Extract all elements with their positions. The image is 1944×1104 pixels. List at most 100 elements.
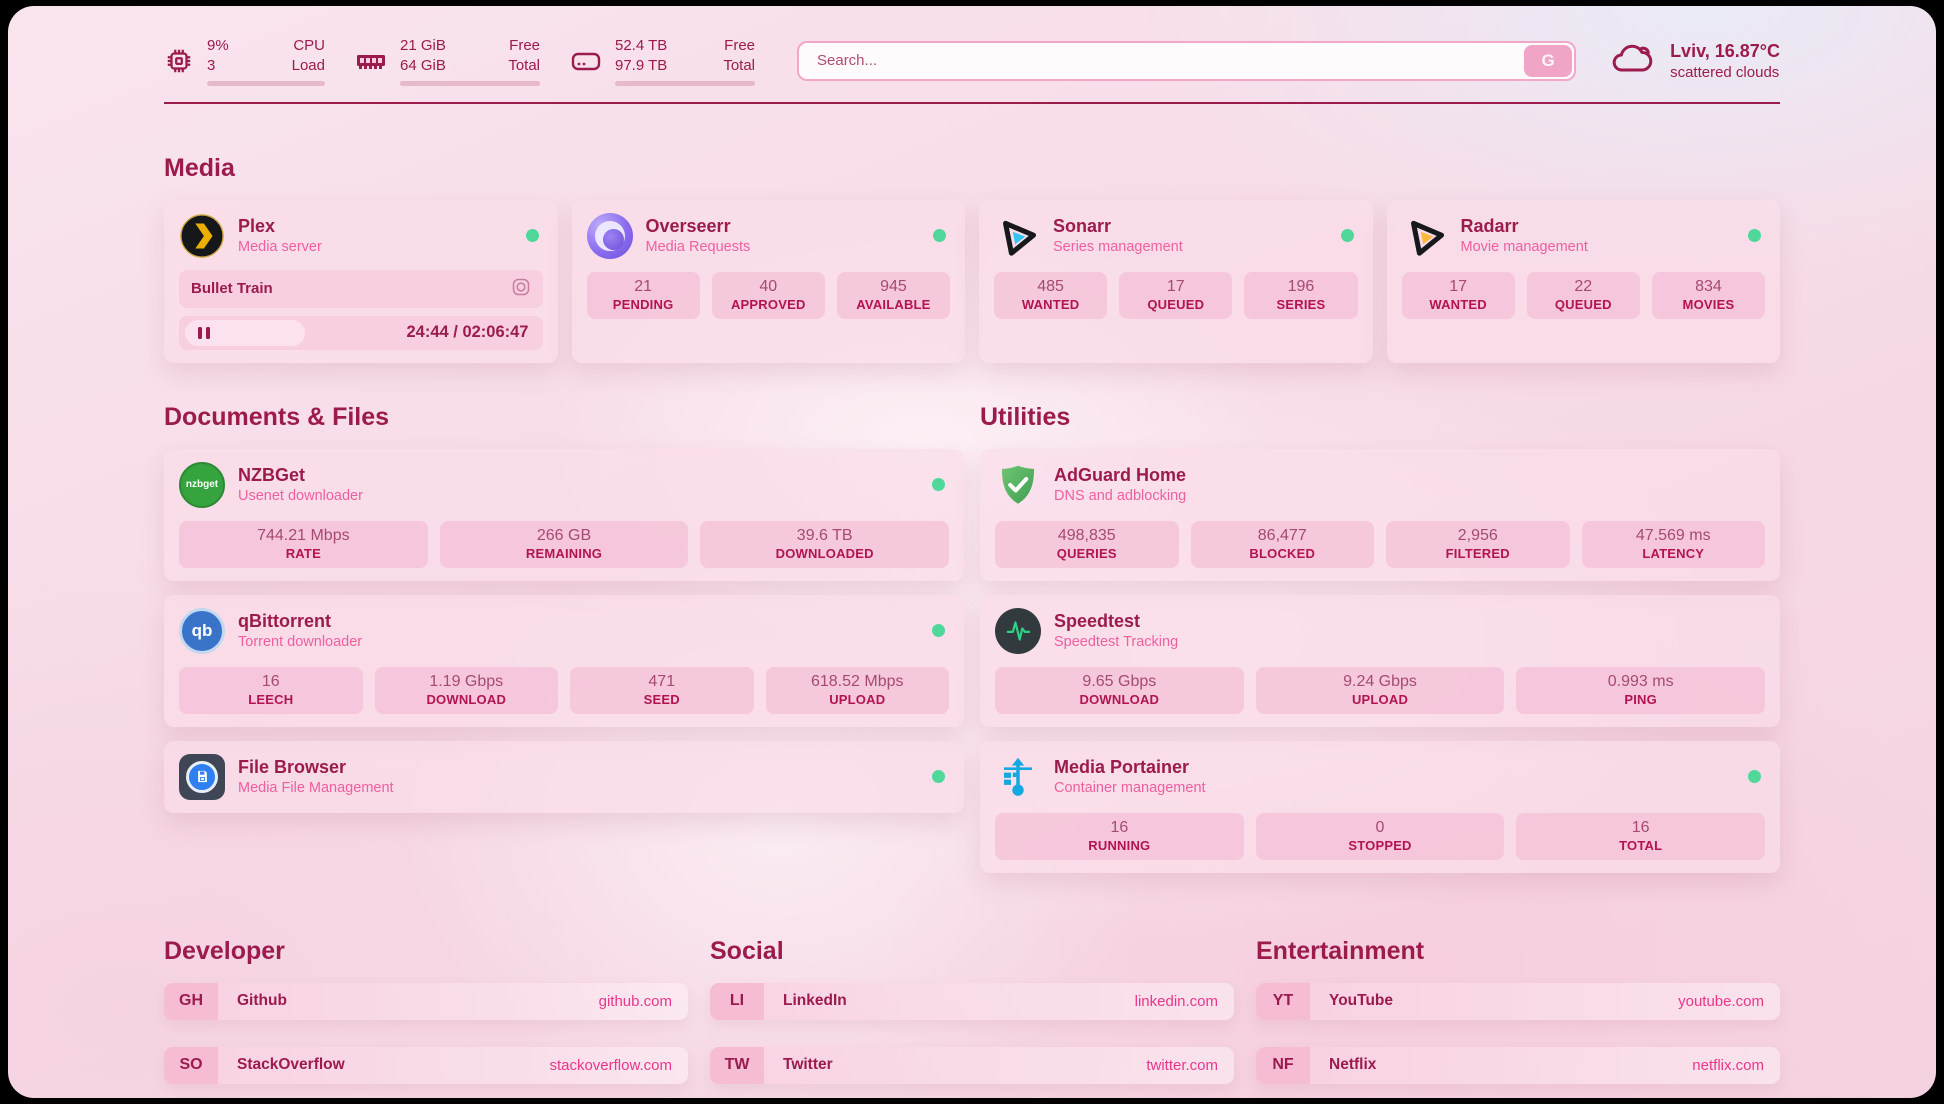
- stat-available: 945 AVAILABLE: [836, 271, 951, 319]
- stat-movies: 834 MOVIES: [1651, 271, 1766, 319]
- documents-cards: nzbget NZBGet Usenet downloader 744.21 M…: [164, 448, 964, 813]
- portainer-text: Media Portainer Container management: [1054, 757, 1206, 796]
- qbittorrent-stats: 16 LEECH 1.19 Gbps DOWNLOAD 471 SEED: [179, 666, 949, 714]
- link-url: netflix.com: [1692, 1056, 1764, 1074]
- stat-label: FILTERED: [1445, 545, 1510, 561]
- link-stackoverflow[interactable]: SO StackOverflow stackoverflow.com: [164, 1046, 688, 1084]
- link-netflix[interactable]: NF Netflix netflix.com: [1256, 1046, 1780, 1084]
- pause-button[interactable]: [185, 319, 305, 346]
- radarr-desc: Movie management: [1460, 239, 1588, 256]
- cpu-widget: 9% 3 CPU Load: [164, 36, 325, 86]
- filebrowser-desc: Media File Management: [238, 780, 394, 797]
- stat-label: REMAINING: [525, 545, 603, 561]
- disk-label-bottom: Total: [723, 56, 755, 74]
- radarr-name: Radarr: [1460, 216, 1519, 237]
- stat-value: 40: [759, 277, 778, 295]
- card-plex[interactable]: Plex Media server Bullet Train: [164, 199, 558, 363]
- search-input[interactable]: [797, 40, 1577, 81]
- developer-links: GH Github github.com SO StackOverflow st…: [164, 982, 688, 1098]
- stat-value: 9.24 Gbps: [1343, 672, 1417, 690]
- link-abbr: TW: [710, 1046, 764, 1084]
- section-title-social: Social: [710, 936, 784, 965]
- stat-label: PENDING: [612, 296, 674, 312]
- weather-text: Lviv, 16.87°C scattered clouds: [1670, 41, 1780, 81]
- ram-widget-body: 21 GiB 64 GiB Free Total: [400, 36, 540, 86]
- ram-label-bottom: Total: [508, 56, 540, 74]
- radarr-header: Radarr Movie management: [1402, 213, 1766, 259]
- speedtest-name: Speedtest: [1054, 611, 1141, 632]
- filebrowser-text: File Browser Media File Management: [238, 757, 394, 796]
- speedtest-desc: Speedtest Tracking: [1054, 634, 1179, 651]
- card-sonarr[interactable]: Sonarr Series management 485 WANTED 17 Q…: [979, 199, 1373, 363]
- disk-widget: 52.4 TB 97.9 TB Free Total: [570, 36, 755, 86]
- card-adguard[interactable]: AdGuard Home DNS and adblocking 498,835 …: [980, 448, 1780, 581]
- stat-value: 0: [1375, 818, 1385, 836]
- link-linkedin[interactable]: LI LinkedIn linkedin.com: [710, 982, 1234, 1020]
- overseerr-icon: [586, 212, 633, 259]
- adguard-icon: [995, 462, 1041, 508]
- plex-now-playing-title: Bullet Train: [191, 280, 273, 298]
- now-playing-icon: [511, 277, 531, 301]
- link-github[interactable]: GH Github github.com: [164, 982, 688, 1020]
- stat-label: TOTAL: [1619, 837, 1663, 853]
- section-title-utilities: Utilities: [980, 402, 1071, 431]
- cpu-labels: CPU Load: [292, 36, 325, 76]
- stat-series: 196 SERIES: [1244, 271, 1358, 319]
- stat-label: QUEUED: [1147, 296, 1205, 312]
- section-title-documents: Documents & Files: [164, 402, 390, 431]
- page-container: 9% 3 CPU Load: [164, 6, 1780, 1098]
- stat-latency: 47.569 ms LATENCY: [1581, 520, 1765, 568]
- portainer-desc: Container management: [1054, 780, 1206, 797]
- link-youtube[interactable]: YT YouTube youtube.com: [1256, 982, 1780, 1020]
- stat-value: 498,835: [1057, 526, 1116, 544]
- card-overseerr[interactable]: Overseerr Media Requests 21 PENDING 40 A…: [571, 199, 965, 363]
- qbittorrent-icon: qb: [179, 607, 225, 654]
- stat-filtered: 2,956 FILTERED: [1386, 520, 1570, 568]
- sonarr-header: Sonarr Series management: [994, 213, 1358, 259]
- link-abbr: YT: [1256, 982, 1310, 1020]
- search-engine-button[interactable]: G: [1524, 44, 1573, 77]
- section-social: Social LI LinkedIn linkedin.com TW Twitt…: [710, 937, 1234, 1098]
- radarr-status-dot: [1748, 229, 1761, 243]
- bookmark-columns: Developer GH Github github.com SO StackO…: [164, 937, 1780, 1098]
- overseerr-stats: 21 PENDING 40 APPROVED 945 AVAILABLE: [586, 271, 951, 319]
- link-twitter[interactable]: TW Twitter twitter.com: [710, 1046, 1234, 1084]
- disk-widget-body: 52.4 TB 97.9 TB Free Total: [615, 36, 755, 86]
- plex-name: Plex: [238, 216, 276, 237]
- nzbget-header: nzbget NZBGet Usenet downloader: [179, 461, 949, 508]
- stat-value: 618.52 Mbps: [810, 672, 904, 690]
- link-abbr: GH: [164, 982, 218, 1020]
- ram-values: 21 GiB 64 GiB: [400, 36, 446, 76]
- stat-value: 39.6 TB: [796, 526, 853, 544]
- card-qbittorrent[interactable]: qb qBittorrent Torrent downloader 16: [164, 594, 964, 727]
- section-entertainment: Entertainment YT YouTube youtube.com NF …: [1256, 937, 1780, 1098]
- cpu-values: 9% 3: [207, 36, 229, 76]
- stat-download: 9.65 Gbps DOWNLOAD: [995, 666, 1244, 714]
- filebrowser-name: File Browser: [238, 757, 347, 778]
- card-portainer[interactable]: Media Portainer Container management 16 …: [980, 740, 1780, 873]
- social-links: LI LinkedIn linkedin.com TW Twitter twit…: [710, 982, 1234, 1097]
- link-name: Netflix: [1329, 1056, 1377, 1074]
- search-box: G: [797, 40, 1577, 81]
- card-filebrowser[interactable]: File Browser Media File Management: [164, 740, 964, 813]
- qbittorrent-status-dot: [932, 624, 945, 638]
- stat-label: STOPPED: [1348, 837, 1412, 853]
- ram-free: 21 GiB: [400, 37, 446, 54]
- nzbget-stats: 744.21 Mbps RATE 266 GB REMAINING 39.6 T…: [179, 520, 950, 568]
- speedtest-stats: 9.65 Gbps DOWNLOAD 9.24 Gbps UPLOAD 0.99…: [995, 666, 1766, 714]
- ram-widget: 21 GiB 64 GiB Free Total: [355, 36, 540, 86]
- link-name: StackOverflow: [237, 1056, 345, 1074]
- cpu-widget-body: 9% 3 CPU Load: [207, 36, 325, 86]
- radarr-icon: [1402, 213, 1448, 259]
- speedtest-icon: [995, 607, 1041, 654]
- disk-total: 97.9 TB: [615, 56, 668, 74]
- stat-total: 16 TOTAL: [1516, 812, 1766, 860]
- overseerr-text: Overseerr Media Requests: [646, 216, 751, 255]
- card-speedtest[interactable]: Speedtest Speedtest Tracking 9.65 Gbps D…: [980, 594, 1780, 727]
- stat-value: 945: [880, 277, 907, 295]
- card-radarr[interactable]: Radarr Movie management 17 WANTED 22 QUE…: [1386, 199, 1780, 363]
- card-nzbget[interactable]: nzbget NZBGet Usenet downloader 744.21 M…: [164, 448, 964, 581]
- qbittorrent-name: qBittorrent: [238, 611, 331, 632]
- section-media: Media Plex Media server: [164, 154, 1780, 363]
- stat-stopped: 0 STOPPED: [1255, 812, 1505, 860]
